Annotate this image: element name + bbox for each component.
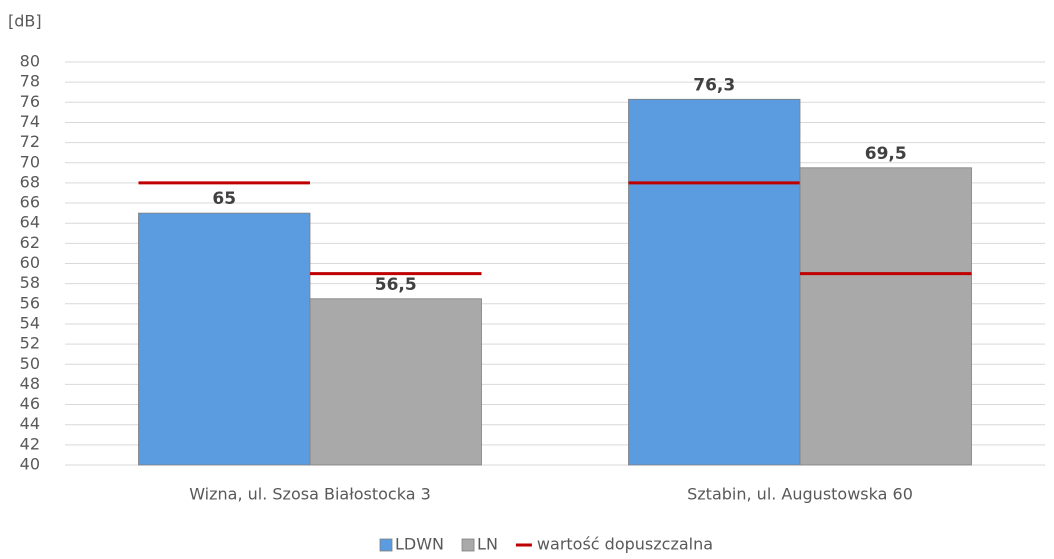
- y-tick-label: 78: [20, 72, 40, 91]
- data-label: 69,5: [865, 144, 907, 164]
- y-tick-label: 52: [20, 334, 40, 353]
- y-tick-label: 42: [20, 434, 40, 453]
- y-tick-label: 66: [20, 193, 40, 212]
- legend-label: wartość dopuszczalna: [537, 535, 713, 554]
- bar: [138, 212, 311, 466]
- data-label: 56,5: [375, 275, 417, 295]
- x-tick-label: Sztabin, ul. Augustowska 60: [687, 485, 913, 504]
- y-tick-label: 50: [20, 354, 40, 373]
- legend-label: LN: [477, 535, 498, 554]
- y-tick-label: 56: [20, 293, 40, 312]
- y-tick-label: 44: [20, 414, 40, 433]
- y-tick-label: 46: [20, 394, 40, 413]
- y-tick-label: 64: [20, 213, 40, 232]
- y-tick-label: 70: [20, 152, 40, 171]
- y-tick-label: 72: [20, 132, 40, 151]
- y-tick-label: 40: [20, 455, 40, 474]
- legend-swatch: [379, 538, 393, 552]
- x-tick-label: Wizna, ul. Szosa Białostocka 3: [189, 485, 431, 504]
- bar: [309, 298, 482, 466]
- y-tick-label: 76: [20, 92, 40, 111]
- y-tick-label: 68: [20, 172, 40, 191]
- legend-label: LDWN: [395, 535, 444, 554]
- bar: [799, 167, 972, 466]
- y-tick-label: 62: [20, 233, 40, 252]
- y-tick-label: 58: [20, 273, 40, 292]
- data-label: 76,3: [693, 75, 735, 95]
- y-tick-label: 48: [20, 374, 40, 393]
- y-tick-label: 54: [20, 313, 40, 332]
- y-axis-label: [dB]: [8, 12, 42, 31]
- y-tick-label: 80: [20, 52, 40, 71]
- legend-swatch: [461, 538, 475, 552]
- y-tick-label: 74: [20, 112, 40, 131]
- bar: [628, 98, 801, 466]
- data-label: 65: [212, 189, 236, 209]
- y-tick-label: 60: [20, 253, 40, 272]
